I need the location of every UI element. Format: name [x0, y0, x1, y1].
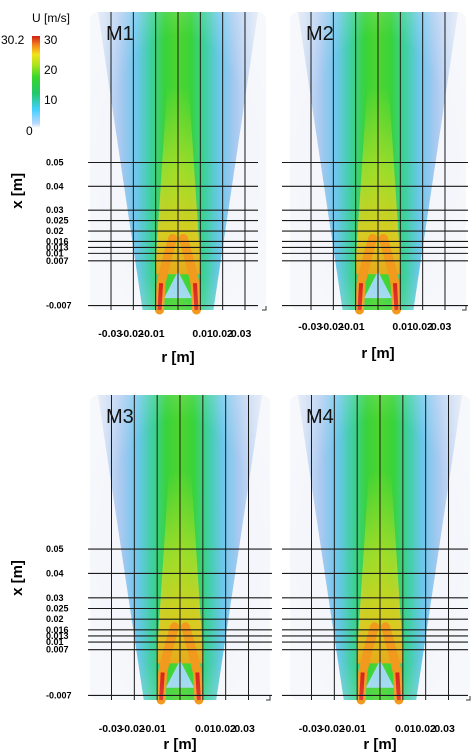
x-tick-label: 0.016: [46, 236, 69, 246]
colorbar-tick-30: 30: [44, 33, 58, 47]
x-tick-label: 0.025: [46, 604, 69, 614]
panel-m3: 0.050.040.030.0250.020.0160.0130.010.007…: [9, 395, 272, 753]
panel-title: M1: [106, 23, 134, 45]
r-tick-label: 0.03: [231, 328, 252, 340]
r-tick-label: -0.02: [320, 321, 344, 333]
panels: 0.050.040.030.0250.020.0160.0130.010.007…: [9, 12, 471, 753]
r-tick-label: 0.02: [415, 723, 436, 735]
colorbar-tick-0: 0: [26, 124, 33, 138]
panel-title: M4: [306, 406, 334, 428]
r-tick-label: 0.01: [392, 321, 413, 333]
r-axis-label: r [m]: [163, 736, 196, 753]
x-axis-label: x [m]: [9, 560, 26, 596]
colorbar-title: U [m/s]: [32, 11, 70, 25]
x-tick-label: 0.03: [46, 205, 64, 215]
x-tick-label: 0.05: [46, 157, 64, 167]
r-tick-label: 0.03: [434, 723, 455, 735]
r-tick-label: -0.01: [141, 328, 165, 340]
r-axis-label: r [m]: [361, 345, 394, 362]
x-tick-label: 0.04: [46, 181, 64, 191]
x-tick-label: 0.01: [46, 637, 64, 647]
corner-mark: [262, 306, 267, 311]
x-tick-label: 0.03: [46, 593, 64, 603]
r-axis-label: r [m]: [363, 736, 396, 753]
corner-mark: [266, 696, 271, 701]
panel-title: M2: [306, 23, 334, 45]
corner-mark: [462, 306, 467, 311]
x-tick-label: 0.007: [46, 256, 69, 266]
r-tick-label: -0.03: [98, 328, 122, 340]
x-tick-label: 0.007: [46, 645, 69, 655]
r-tick-label: 0.03: [234, 723, 255, 735]
corner-mark: [466, 696, 471, 701]
r-tick-label: -0.03: [298, 321, 322, 333]
panel-m2: M2 -0.03-0.02-0.01 0.01 0.020.03 r [m]: [282, 12, 468, 362]
x-tick-label: 0.01: [46, 248, 64, 258]
r-tick-label: 0.02: [412, 321, 433, 333]
r-tick-label: 0.03: [431, 321, 452, 333]
x-tick-label: 0.02: [46, 614, 64, 624]
panel-m4: M4 -0.03-0.02-0.01 0.01 0.020.03 r [m]: [282, 395, 471, 753]
x-tick-label: 0.02: [46, 226, 64, 236]
r-tick-label: -0.01: [142, 723, 166, 735]
colorbar-gradient: [32, 36, 40, 128]
r-tick-label: -0.02: [121, 723, 145, 735]
r-tick-label: -0.03: [99, 723, 123, 735]
x-tick-label: 0.013: [46, 631, 69, 641]
r-tick-label: 0.02: [215, 723, 236, 735]
colorbar: U [m/s] 30.2 30 20 10 0: [1, 11, 70, 138]
x-tick-label: 0.05: [46, 544, 64, 554]
r-tick-label: -0.03: [299, 723, 323, 735]
colorbar-tick-10: 10: [44, 93, 58, 107]
r-tick-label: 0.02: [212, 328, 233, 340]
panel-m1: 0.050.040.030.0250.020.0160.0130.010.007…: [9, 12, 267, 366]
x-axis-label: x [m]: [9, 173, 26, 209]
r-tick-label: 0.01: [195, 723, 216, 735]
x-tick-label: -0.007: [46, 690, 72, 700]
x-tick-label: 0.025: [46, 216, 69, 226]
x-tick-label: 0.016: [46, 625, 69, 635]
x-tick-label: 0.013: [46, 242, 69, 252]
panel-title: M3: [106, 406, 134, 428]
r-tick-label: -0.01: [342, 723, 366, 735]
r-tick-label: -0.02: [321, 723, 345, 735]
colorbar-tick-20: 20: [44, 63, 58, 77]
r-tick-label: -0.02: [120, 328, 144, 340]
r-tick-label: 0.01: [395, 723, 416, 735]
colorbar-max-label: 30.2: [1, 33, 25, 47]
r-tick-label: 0.01: [192, 328, 213, 340]
r-axis-label: r [m]: [161, 349, 194, 366]
r-tick-label: -0.01: [341, 321, 365, 333]
x-tick-label: 0.04: [46, 568, 64, 578]
x-tick-label: -0.007: [46, 301, 72, 311]
